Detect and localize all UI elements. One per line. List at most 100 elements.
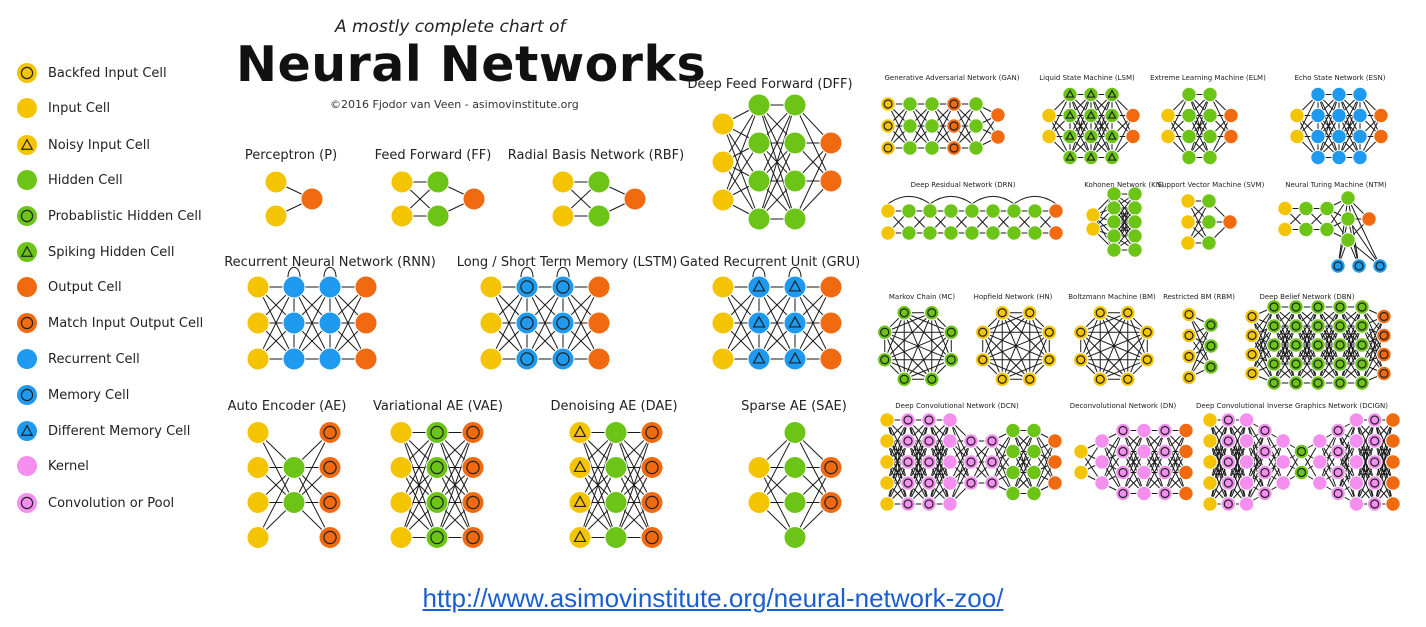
ntm-cell [1319,200,1335,217]
esn-cell [1310,149,1326,166]
legend-swatch-icon [17,313,37,333]
hopfield-connection [1002,312,1050,333]
dcign-connection [1374,440,1394,505]
esn-cell [1331,86,1347,103]
dcign-connection [1264,440,1284,494]
ntm-cell [1330,258,1346,274]
drn-cell [922,225,938,241]
esn-cell [1352,149,1368,166]
lstm-connection [562,286,600,360]
lsm-cell [1104,128,1120,145]
lstm-cell [551,347,575,371]
source-link[interactable]: http://www.asimovinstitute.org/neural-ne… [422,583,1004,613]
kohonen-cell [1106,214,1122,230]
dcign-cell [1348,496,1365,512]
hopfield-connection [1001,312,1031,380]
elm-cell [1181,149,1197,166]
dcn-cell [942,475,958,491]
dcign-cell [1220,412,1237,428]
dcign-cell [1220,454,1237,470]
sparse-ae-cell [783,421,807,444]
sparse-ae-connection [794,467,832,538]
dcign-cell [1385,475,1401,491]
legend-item: Hidden Cell [16,169,123,191]
ntm-cell [1319,221,1335,238]
dcign-cell [1202,412,1218,428]
dcign-connection [1227,419,1248,484]
radial-basis-cell [551,204,575,228]
elm-cell [1223,107,1239,124]
svm-cell [1222,214,1238,230]
bm-title: Boltzmann Machine (BM) [1068,293,1156,301]
gru-cell [783,275,807,299]
dcn-cell [879,433,895,449]
dcn-cell [984,433,1000,449]
dcn-cell [921,454,937,470]
dcign-connection [1319,430,1339,484]
elm-connection [1188,115,1211,158]
rnn-cell [318,347,342,371]
gan-connection [931,103,955,149]
svm-cell [1180,235,1196,251]
rbm-cell [1181,327,1197,344]
dbn-connection [1251,306,1275,374]
dn-connection [1122,451,1145,494]
hopfield-cell [1041,324,1057,340]
markov-chain-cell [924,305,940,321]
drn-cell [880,225,896,241]
radial-basis-cell [587,204,611,228]
lsm-cell [1083,86,1099,103]
dff-title: Deep Feed Forward (DFF) [687,77,852,92]
lsm-connection [1090,94,1113,158]
boltzmann-connection [1080,312,1101,360]
dn-cell [1157,422,1173,439]
dbn-cell [1310,356,1326,372]
dcign-connection [1246,451,1266,505]
kohonen-connection [1113,207,1136,251]
dae-title: Denoising AE (DAE) [550,399,677,414]
dcn-cell [963,433,979,449]
hopfield-cell [1041,352,1057,368]
dcign-connection [1246,430,1266,505]
gru-recurrent-loop [752,266,766,278]
lstm-cell [479,347,503,371]
dcign-cell [1238,412,1255,428]
markov-chain-connection [884,359,932,380]
lsm-connection [1048,94,1071,137]
boltzmann-connection [1080,332,1101,380]
drn-cell [964,225,980,241]
boltzmann-connection [1080,312,1129,361]
variational-ae-cell [461,456,485,479]
dcign-cell [1238,454,1255,470]
dbn-connection [1339,306,1363,365]
markov-chain-connection [904,312,952,333]
lsm-connection [1069,115,1092,158]
elm-cell [1223,128,1239,145]
boltzmann-connection [1080,359,1128,380]
denoising-ae-cell [640,491,664,514]
feed-forward-cell [426,170,450,194]
deep-feed-forward-cell [783,93,807,117]
dbn-cell [1288,318,1304,334]
elm-connection [1167,94,1190,137]
auto-encoder-cell [282,456,306,479]
dcn-cell [1047,454,1063,470]
variational-ae-cell [389,491,413,514]
deep-feed-forward-connection [758,104,796,182]
dcign-connection [1337,419,1357,473]
auto-encoder-cell [246,421,270,444]
dn-connection [1122,430,1145,473]
elm-cell [1202,107,1218,124]
dbn-title: Deep Belief Network (DBN) [1259,293,1354,301]
dn-cell [1073,443,1089,460]
dcign-cell [1330,422,1346,439]
dcign-cell [1257,443,1273,460]
dn-connection [1164,430,1187,494]
markov-chain-cell [896,371,912,387]
dcn-cell [879,496,895,512]
dcign-cell [1312,454,1328,470]
hopfield-connection [982,312,1031,361]
elm-cell [1202,128,1218,145]
lstm-cell [551,311,575,335]
drn-title: Deep Residual Network (DRN) [911,181,1016,189]
